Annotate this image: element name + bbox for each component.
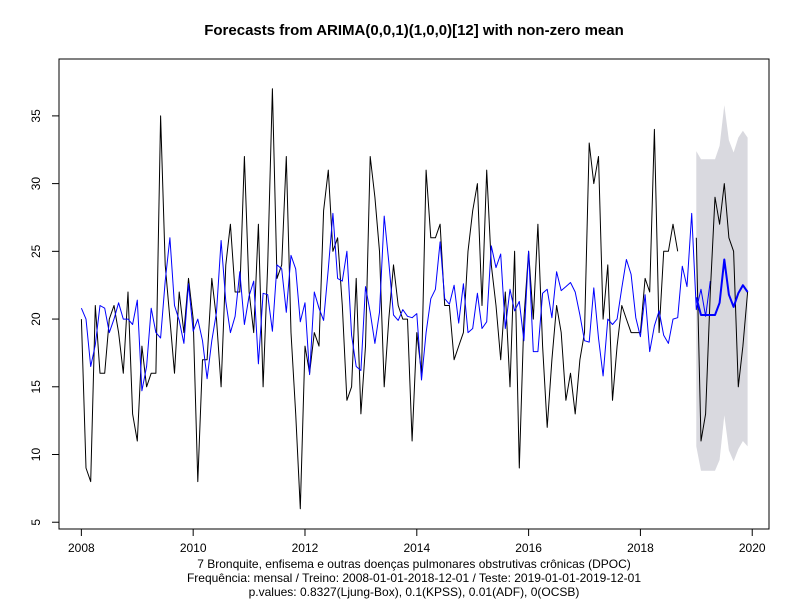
plot-frame — [58, 58, 770, 530]
x-tick-label: 2008 — [68, 541, 95, 555]
plot-area — [80, 88, 749, 510]
forecast-series-line — [695, 258, 749, 316]
caption-line-2: Frequência: mensal / Treino: 2008-01-01-… — [187, 571, 641, 585]
x-tick-label: 2020 — [739, 541, 766, 555]
test-series-line — [695, 183, 749, 442]
caption-line-3: p.values: 0.8327(Ljung-Box), 0.1(KPSS), … — [249, 585, 580, 599]
y-tick-label: 10 — [29, 448, 43, 462]
observed-series-line — [80, 88, 679, 510]
caption-line-1: 7 Bronquite, enfisema e outras doenças p… — [197, 557, 631, 571]
x-tick-label: 2012 — [292, 541, 319, 555]
y-tick-label: 25 — [29, 244, 43, 258]
x-tick-label: 2016 — [515, 541, 542, 555]
x-tick-label: 2014 — [403, 541, 430, 555]
axes: 2008 2010 2012 2014 2016 2018 2020 5 10 15 20 25 30 3… — [29, 109, 766, 555]
y-tick-label: 15 — [29, 380, 43, 394]
fitted-series-line — [80, 212, 711, 392]
y-tick-label: 35 — [29, 109, 43, 123]
x-tick-label: 2018 — [627, 541, 654, 555]
y-tick-label: 5 — [29, 519, 43, 526]
chart-title: Forecasts from ARIMA(0,0,1)(1,0,0)[12] w… — [204, 22, 624, 39]
y-tick-label: 30 — [29, 177, 43, 191]
y-tick-label: 20 — [29, 312, 43, 326]
x-tick-label: 2010 — [180, 541, 207, 555]
